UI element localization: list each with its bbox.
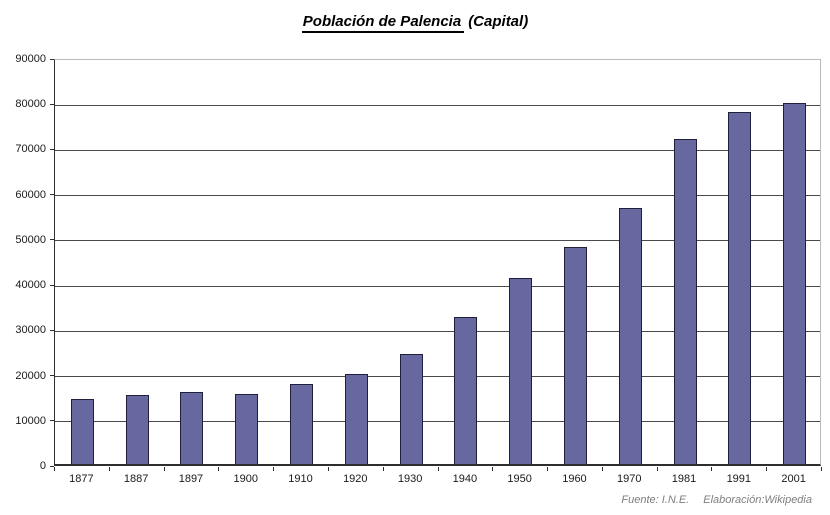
gridline-20000	[55, 376, 820, 378]
chart-title: Población de Palencia (Capital)	[0, 13, 830, 33]
bar-1991	[728, 112, 752, 464]
y-axis-label-90000: 90000	[15, 53, 46, 65]
x-axis-boundary-tick-3	[218, 467, 219, 471]
bar-1950	[509, 278, 533, 464]
plot-area	[54, 59, 821, 466]
x-axis-label-1960: 1960	[562, 473, 587, 485]
x-axis-boundary-tick-13	[766, 467, 767, 471]
y-axis-tick-40000	[50, 284, 54, 286]
x-axis-label-1970: 1970	[616, 473, 642, 485]
bar-1897	[180, 392, 204, 464]
x-axis-label-1940: 1940	[452, 473, 478, 485]
bar-1960	[563, 247, 587, 464]
x-axis-label-1887: 1887	[123, 473, 149, 485]
y-axis-label-0: 0	[39, 460, 46, 472]
gridline-50000	[55, 240, 820, 242]
x-axis-boundary-tick-4	[273, 467, 274, 471]
gridline-80000	[55, 104, 820, 106]
gridline-30000	[55, 330, 820, 332]
x-axis-boundary-tick-12	[711, 467, 712, 471]
y-axis-label-20000: 20000	[15, 369, 46, 382]
x-axis-label-1950: 1950	[507, 473, 532, 485]
y-axis-label-10000: 10000	[15, 414, 46, 427]
x-axis-boundary-tick-14	[821, 467, 822, 471]
x-axis-label-1930: 1930	[397, 473, 423, 485]
x-axis-boundary-tick-0	[54, 467, 55, 471]
gridline-70000	[55, 149, 820, 151]
y-axis-label-40000: 40000	[15, 279, 46, 292]
x-axis-label-1897: 1897	[178, 473, 204, 485]
x-axis-boundary-tick-10	[602, 467, 603, 471]
x-axis-label-1910: 1910	[288, 473, 313, 485]
y-axis-label-80000: 80000	[15, 98, 46, 111]
x-axis-label-1991: 1991	[726, 473, 752, 485]
bar-1920	[344, 374, 368, 464]
x-axis-boundary-tick-2	[164, 467, 165, 471]
y-axis-label-30000: 30000	[15, 324, 46, 337]
gridline-10000	[55, 421, 820, 423]
x-axis-label-1877: 1877	[69, 473, 94, 485]
x-axis-boundary-tick-9	[547, 467, 548, 471]
x-axis-label-1900: 1900	[233, 473, 258, 485]
x-axis-label-1981: 1981	[671, 473, 697, 485]
gridline-40000	[55, 285, 820, 287]
y-axis-label-60000: 60000	[15, 188, 46, 201]
bar-1981	[673, 139, 697, 464]
y-axis-tick-0	[50, 465, 54, 467]
x-axis-boundary-tick-1	[109, 467, 110, 471]
x-axis-label-1920: 1920	[343, 473, 368, 485]
bar-1940	[454, 317, 478, 464]
x-axis-boundary-tick-7	[438, 467, 439, 471]
y-axis-tick-80000	[50, 103, 54, 105]
x-axis-label-2001: 2001	[781, 473, 806, 485]
x-axis-boundary-tick-8	[492, 467, 493, 471]
y-axis-tick-60000	[50, 194, 54, 196]
gridline-60000	[55, 195, 820, 197]
bar-1970	[618, 208, 642, 464]
x-axis-boundary-tick-11	[657, 467, 658, 471]
y-axis-tick-50000	[50, 239, 54, 241]
source-label: Fuente: I.N.E.	[621, 494, 690, 506]
y-axis-label-70000: 70000	[15, 143, 46, 156]
x-axis-boundary-tick-6	[383, 467, 384, 471]
y-axis-tick-30000	[50, 329, 54, 331]
elaboration-label: Elaboración:Wikipedia	[703, 494, 812, 506]
bar-1900	[235, 394, 259, 464]
y-axis-tick-90000	[50, 58, 54, 60]
bar-1887	[125, 395, 149, 464]
bar-1930	[399, 354, 423, 464]
chart-title-suffix: (Capital)	[468, 13, 529, 30]
bar-1877	[70, 399, 94, 464]
bar-2001	[783, 103, 807, 464]
y-axis-tick-20000	[50, 375, 54, 377]
bar-1910	[290, 384, 314, 464]
y-axis-tick-10000	[50, 420, 54, 422]
y-axis-label-50000: 50000	[15, 233, 46, 246]
y-axis-tick-70000	[50, 148, 54, 150]
chart-title-main: Población de Palencia	[301, 13, 465, 33]
source-note: Fuente: I.N.E. Elaboración:Wikipedia	[621, 494, 812, 506]
x-axis-boundary-tick-5	[328, 467, 329, 471]
